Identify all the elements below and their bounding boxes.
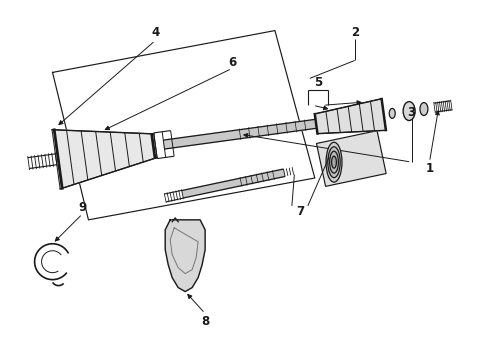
Polygon shape bbox=[317, 131, 386, 186]
Polygon shape bbox=[67, 130, 88, 184]
Ellipse shape bbox=[328, 147, 340, 177]
Ellipse shape bbox=[420, 103, 428, 116]
Polygon shape bbox=[337, 106, 352, 132]
Polygon shape bbox=[315, 111, 329, 134]
Ellipse shape bbox=[330, 151, 339, 173]
Text: 5: 5 bbox=[314, 76, 322, 89]
Text: 4: 4 bbox=[151, 26, 159, 39]
Text: 8: 8 bbox=[201, 315, 209, 328]
Polygon shape bbox=[348, 104, 363, 132]
Ellipse shape bbox=[403, 102, 415, 121]
Text: 9: 9 bbox=[78, 201, 87, 215]
Polygon shape bbox=[96, 131, 116, 175]
Polygon shape bbox=[81, 131, 102, 180]
Polygon shape bbox=[125, 133, 143, 167]
Text: 6: 6 bbox=[228, 56, 236, 69]
Polygon shape bbox=[370, 99, 386, 131]
Polygon shape bbox=[163, 119, 317, 149]
Polygon shape bbox=[110, 132, 129, 171]
Text: 7: 7 bbox=[296, 205, 304, 219]
Ellipse shape bbox=[332, 156, 337, 168]
Ellipse shape bbox=[326, 142, 342, 182]
Text: 1: 1 bbox=[425, 162, 434, 175]
Polygon shape bbox=[139, 133, 157, 162]
Polygon shape bbox=[52, 130, 74, 189]
Polygon shape bbox=[326, 109, 340, 133]
Polygon shape bbox=[165, 220, 205, 292]
Ellipse shape bbox=[389, 108, 395, 118]
Polygon shape bbox=[182, 169, 285, 198]
Text: 2: 2 bbox=[351, 26, 359, 39]
Text: 3: 3 bbox=[408, 106, 416, 119]
Polygon shape bbox=[359, 101, 374, 131]
